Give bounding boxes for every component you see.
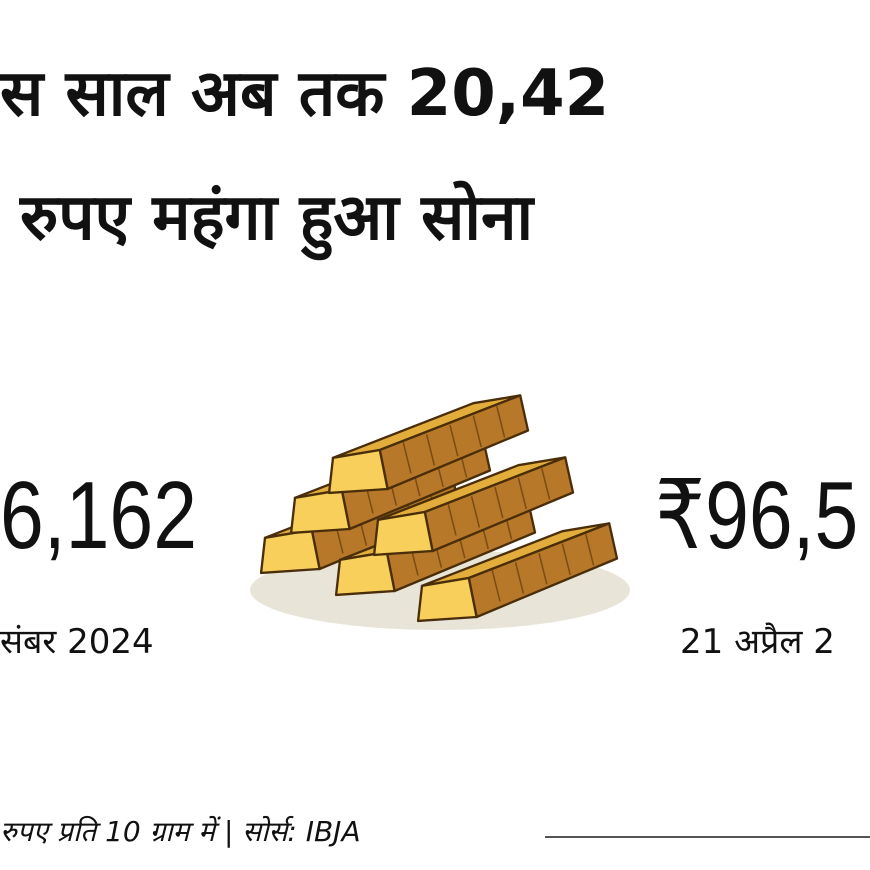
footer-rule: [545, 836, 870, 838]
title-line: रुपए महंगा हुआ सोना: [20, 181, 534, 255]
title-line: स साल अब तक 20,42: [0, 57, 610, 131]
left-date: संबर 2024: [0, 622, 154, 662]
right-date: 21 अप्रैल 2: [680, 622, 835, 662]
right-price: ₹96,5: [655, 462, 859, 569]
left-price: 6,162: [0, 462, 197, 569]
footer-note: रुपए प्रति 10 ग्राम में | सोर्स: IBJA: [0, 815, 361, 848]
